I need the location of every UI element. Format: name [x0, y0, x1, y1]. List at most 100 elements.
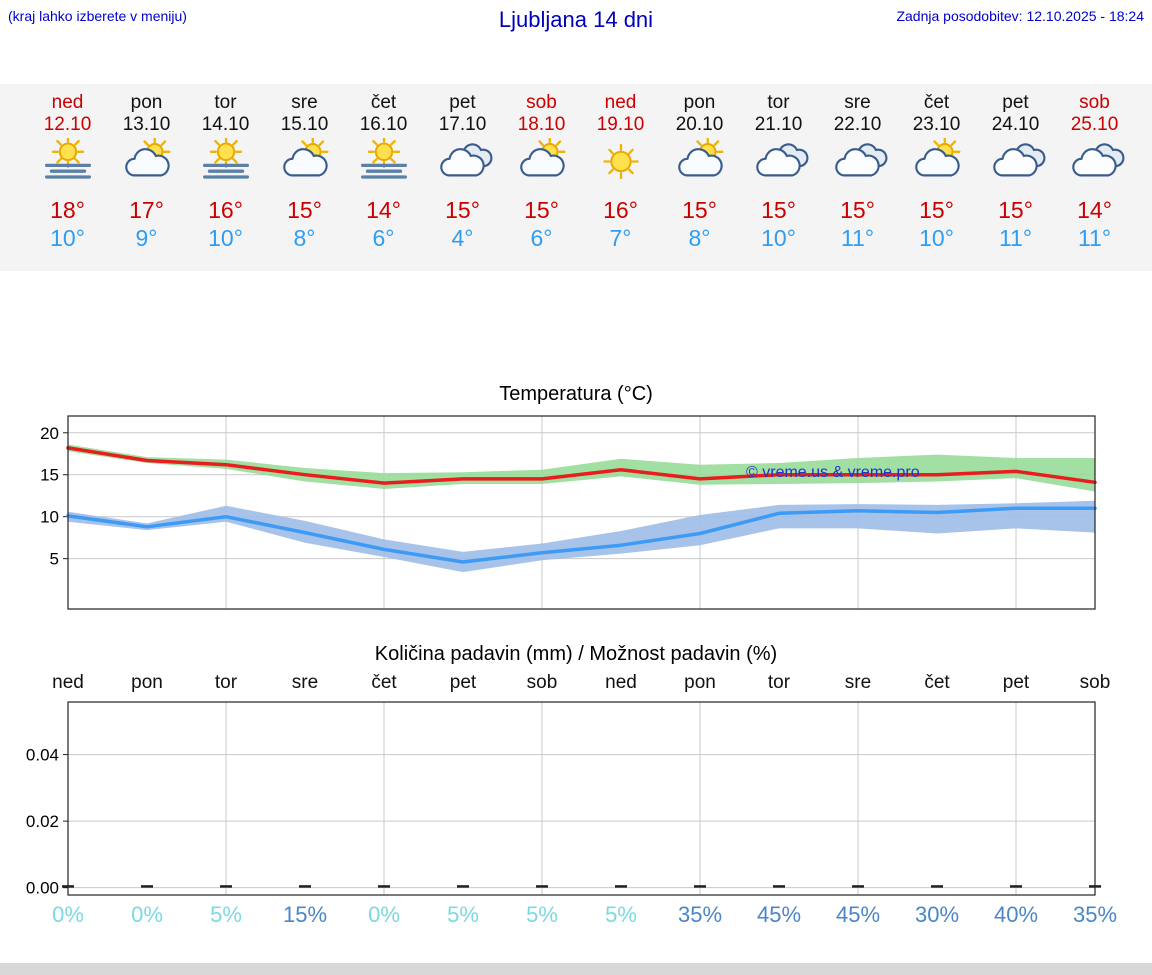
header: (kraj lahko izberete v meniju) Ljubljana…	[0, 0, 1152, 44]
forecast-day-column: tor 14.10 16° 10°	[186, 92, 265, 271]
watermark-link[interactable]: © vreme.us & vreme.pro	[746, 464, 920, 481]
precip-zero-bar	[220, 885, 232, 888]
precip-percent-label: 0%	[131, 902, 163, 927]
high-temp: 15°	[840, 197, 875, 223]
low-temp: 8°	[293, 225, 316, 251]
forecast-day-column: sob 25.10 14° 11°	[1055, 92, 1134, 271]
y-tick-label: 0.04	[26, 746, 59, 765]
precip-percent-label: 5%	[210, 902, 242, 927]
low-temp: 8°	[688, 225, 711, 251]
last-updated: Zadnja posodobitev: 12.10.2025 - 18:24	[896, 8, 1144, 24]
cloudy-icon	[976, 138, 1055, 188]
precip-percent-label: 45%	[836, 902, 880, 927]
precip-day-label: čet	[371, 672, 397, 693]
cloudy-icon	[1055, 138, 1134, 188]
day-date: 12.10	[43, 114, 92, 135]
high-temp: 15°	[919, 197, 954, 223]
precip-day-label: pet	[450, 672, 477, 693]
low-temp: 11°	[1077, 225, 1112, 251]
high-temp: 15°	[761, 197, 796, 223]
precip-zero-bar	[299, 885, 311, 888]
day-name: pet	[449, 92, 476, 113]
precip-zero-bar	[615, 885, 627, 888]
precipitation-section: Količina padavin (mm) / Možnost padavin …	[0, 643, 1152, 935]
precip-percent-label: 35%	[1073, 902, 1117, 927]
y-tick-label: 20	[40, 424, 59, 443]
precip-day-label: pon	[684, 672, 716, 693]
day-date: 20.10	[675, 114, 724, 135]
forecast-day-column: tor 21.10 15° 10°	[739, 92, 818, 271]
day-name: čet	[370, 92, 397, 113]
day-name: tor	[767, 92, 790, 113]
low-temp: 10°	[50, 225, 85, 251]
precip-percent-label: 0%	[52, 902, 84, 927]
low-temp: 6°	[372, 225, 395, 251]
y-tick-label: 0.00	[26, 879, 59, 898]
precip-day-label: čet	[924, 672, 950, 693]
forecast-day-column: sob 18.10 15° 6°	[502, 92, 581, 271]
menu-hint: (kraj lahko izberete v meniju)	[8, 8, 187, 24]
forecast-day-column: pon 20.10 15° 8°	[660, 92, 739, 271]
cloudy-icon	[739, 138, 818, 188]
low-temp: 7°	[609, 225, 632, 251]
partly-cloudy-icon	[897, 138, 976, 188]
day-name: sob	[1079, 92, 1110, 113]
day-date: 16.10	[359, 114, 408, 135]
day-name: ned	[51, 92, 84, 113]
day-date: 18.10	[517, 114, 566, 135]
day-name: pet	[1002, 92, 1029, 113]
high-temp: 15°	[998, 197, 1033, 223]
high-temp: 14°	[366, 197, 401, 223]
day-name: ned	[604, 92, 637, 113]
precip-percent-label: 40%	[994, 902, 1038, 927]
precip-zero-bar	[536, 885, 548, 888]
y-tick-label: 5	[50, 550, 59, 569]
precip-zero-bar	[773, 885, 785, 888]
precip-day-label: tor	[768, 672, 791, 693]
temperature-chart-title: Temperatura (°C)	[499, 383, 653, 405]
forecast-day-column: čet 16.10 14° 6°	[344, 92, 423, 271]
precip-day-label: sre	[292, 672, 318, 693]
sun-fog-icon	[186, 138, 265, 188]
day-name: sob	[526, 92, 557, 113]
day-name: sre	[844, 92, 871, 113]
cloudy-icon	[423, 138, 502, 188]
precip-percent-label: 30%	[915, 902, 959, 927]
day-date: 22.10	[833, 114, 882, 135]
precip-zero-bar	[1010, 885, 1022, 888]
sun-fog-icon	[344, 138, 423, 188]
precip-zero-bar	[852, 885, 864, 888]
forecast-day-column: pet 24.10 15° 11°	[976, 92, 1055, 271]
forecast-day-column: sre 15.10 15° 8°	[265, 92, 344, 271]
precip-zero-bar	[457, 885, 469, 888]
high-temp: 17°	[129, 197, 164, 223]
forecast-day-column: ned 12.10 18° 10°	[28, 92, 107, 271]
precip-zero-bar	[141, 885, 153, 888]
plot-border	[67, 701, 1096, 896]
high-temp: 15°	[682, 197, 717, 223]
precip-percent-label: 35%	[678, 902, 722, 927]
low-temp: 10°	[919, 225, 954, 251]
day-name: pon	[130, 92, 163, 113]
day-date: 25.10	[1070, 114, 1119, 135]
high-temp: 18°	[50, 197, 85, 223]
day-date: 17.10	[438, 114, 487, 135]
low-temp: 11°	[998, 225, 1033, 251]
y-tick-label: 10	[40, 508, 59, 527]
precip-day-label: pet	[1003, 672, 1030, 693]
max-temperatura-band	[68, 444, 1095, 492]
day-date: 19.10	[596, 114, 645, 135]
precip-day-label: tor	[215, 672, 238, 693]
day-date: 13.10	[122, 114, 171, 135]
y-tick-label: 0.02	[26, 812, 59, 831]
day-date: 14.10	[201, 114, 250, 135]
high-temp: 15°	[445, 197, 480, 223]
low-temp: 4°	[451, 225, 474, 251]
precip-percent-label: 45%	[757, 902, 801, 927]
sunny-icon	[581, 138, 660, 188]
precip-day-label: sob	[1080, 672, 1111, 693]
precip-zero-bar	[378, 885, 390, 888]
day-name: sre	[291, 92, 318, 113]
temperature-chart: 5 10 15 20 © vreme.us & vreme.pro	[40, 415, 1097, 610]
